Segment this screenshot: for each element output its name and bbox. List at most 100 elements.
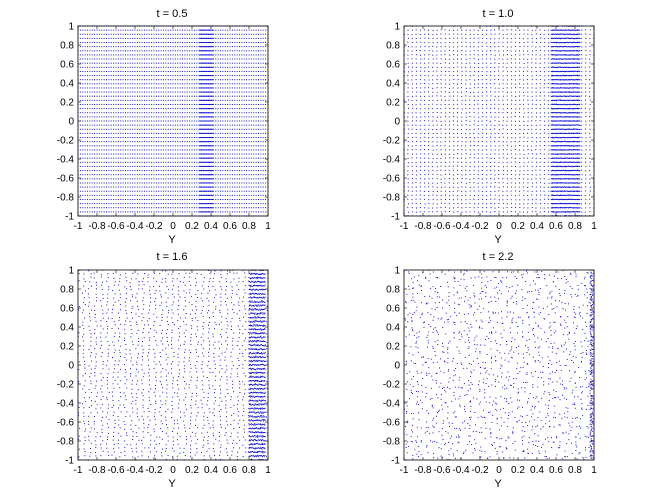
data-point	[199, 132, 201, 134]
data-point	[205, 91, 207, 93]
data-point	[215, 91, 217, 93]
data-point	[89, 103, 91, 105]
data-point	[202, 79, 204, 81]
data-point	[136, 62, 138, 64]
data-point	[222, 95, 224, 97]
data-point	[246, 29, 248, 31]
data-point	[255, 112, 257, 114]
data-point	[196, 132, 198, 134]
data-point	[87, 42, 88, 44]
data-point	[115, 112, 117, 114]
data-point	[262, 50, 264, 52]
data-point	[91, 132, 93, 134]
data-point	[174, 62, 176, 64]
data-point	[103, 75, 105, 77]
data-point	[260, 50, 262, 52]
data-point	[227, 170, 229, 172]
data-point	[198, 62, 200, 64]
data-point	[179, 95, 181, 97]
data-point	[96, 194, 98, 196]
data-point	[184, 145, 186, 147]
data-point	[234, 83, 236, 85]
data-point	[129, 153, 131, 155]
data-point	[98, 161, 100, 163]
data-point	[196, 58, 198, 60]
data-point	[148, 62, 150, 64]
data-point	[236, 42, 238, 44]
data-point	[153, 70, 155, 72]
data-point	[205, 120, 207, 122]
data-point	[227, 95, 229, 97]
data-point	[158, 66, 160, 68]
data-point	[210, 87, 212, 89]
data-point	[207, 50, 209, 52]
data-point	[258, 203, 259, 205]
data-point	[265, 95, 267, 97]
data-point	[262, 70, 264, 72]
data-point	[141, 203, 143, 205]
data-point	[172, 194, 174, 196]
data-point	[174, 37, 176, 39]
data-point	[248, 186, 250, 188]
data-point	[227, 46, 229, 48]
data-point	[243, 116, 245, 118]
data-point	[151, 108, 153, 110]
data-point	[204, 95, 206, 97]
data-point	[415, 162, 417, 164]
data-point	[203, 207, 205, 209]
data-point	[84, 157, 86, 159]
data-point	[158, 203, 160, 205]
data-point	[158, 54, 160, 56]
data-point	[202, 145, 204, 147]
data-point	[129, 207, 131, 209]
data-point	[134, 149, 136, 151]
data-point	[411, 153, 413, 155]
data-point	[198, 79, 200, 81]
data-point	[127, 62, 129, 64]
data-point	[148, 112, 150, 114]
data-point	[419, 157, 421, 159]
data-point	[151, 174, 153, 176]
data-point	[243, 145, 245, 147]
data-point	[407, 112, 409, 114]
data-point	[260, 42, 262, 44]
data-point	[189, 186, 191, 188]
data-point	[106, 182, 107, 184]
data-point	[89, 124, 91, 126]
data-point	[424, 112, 426, 114]
x-tick-label: 0.6	[223, 221, 237, 232]
data-point	[255, 99, 257, 101]
data-point	[189, 108, 191, 110]
data-point	[229, 145, 231, 147]
data-point	[258, 161, 259, 163]
data-point	[134, 108, 136, 110]
data-point	[98, 87, 100, 89]
data-point	[134, 178, 136, 180]
data-point	[253, 42, 255, 44]
data-point	[82, 174, 84, 176]
data-point	[177, 174, 179, 176]
data-point	[110, 58, 112, 60]
data-point	[419, 120, 421, 122]
data-point	[246, 157, 248, 159]
data-point	[207, 145, 209, 147]
data-point	[108, 108, 110, 110]
data-point	[141, 95, 143, 97]
data-point	[167, 75, 169, 77]
data-point	[236, 62, 238, 64]
data-point	[239, 87, 240, 89]
data-point	[210, 198, 212, 200]
data-point	[199, 29, 201, 31]
data-point	[120, 186, 122, 188]
data-point	[208, 145, 210, 147]
data-point	[122, 124, 124, 126]
data-point	[165, 174, 167, 176]
data-point	[127, 203, 129, 205]
data-point	[163, 194, 164, 196]
data-point	[204, 137, 206, 139]
data-point	[231, 91, 233, 93]
data-point	[141, 124, 143, 126]
data-point	[144, 141, 145, 143]
data-point	[191, 165, 193, 167]
data-point	[172, 153, 174, 155]
